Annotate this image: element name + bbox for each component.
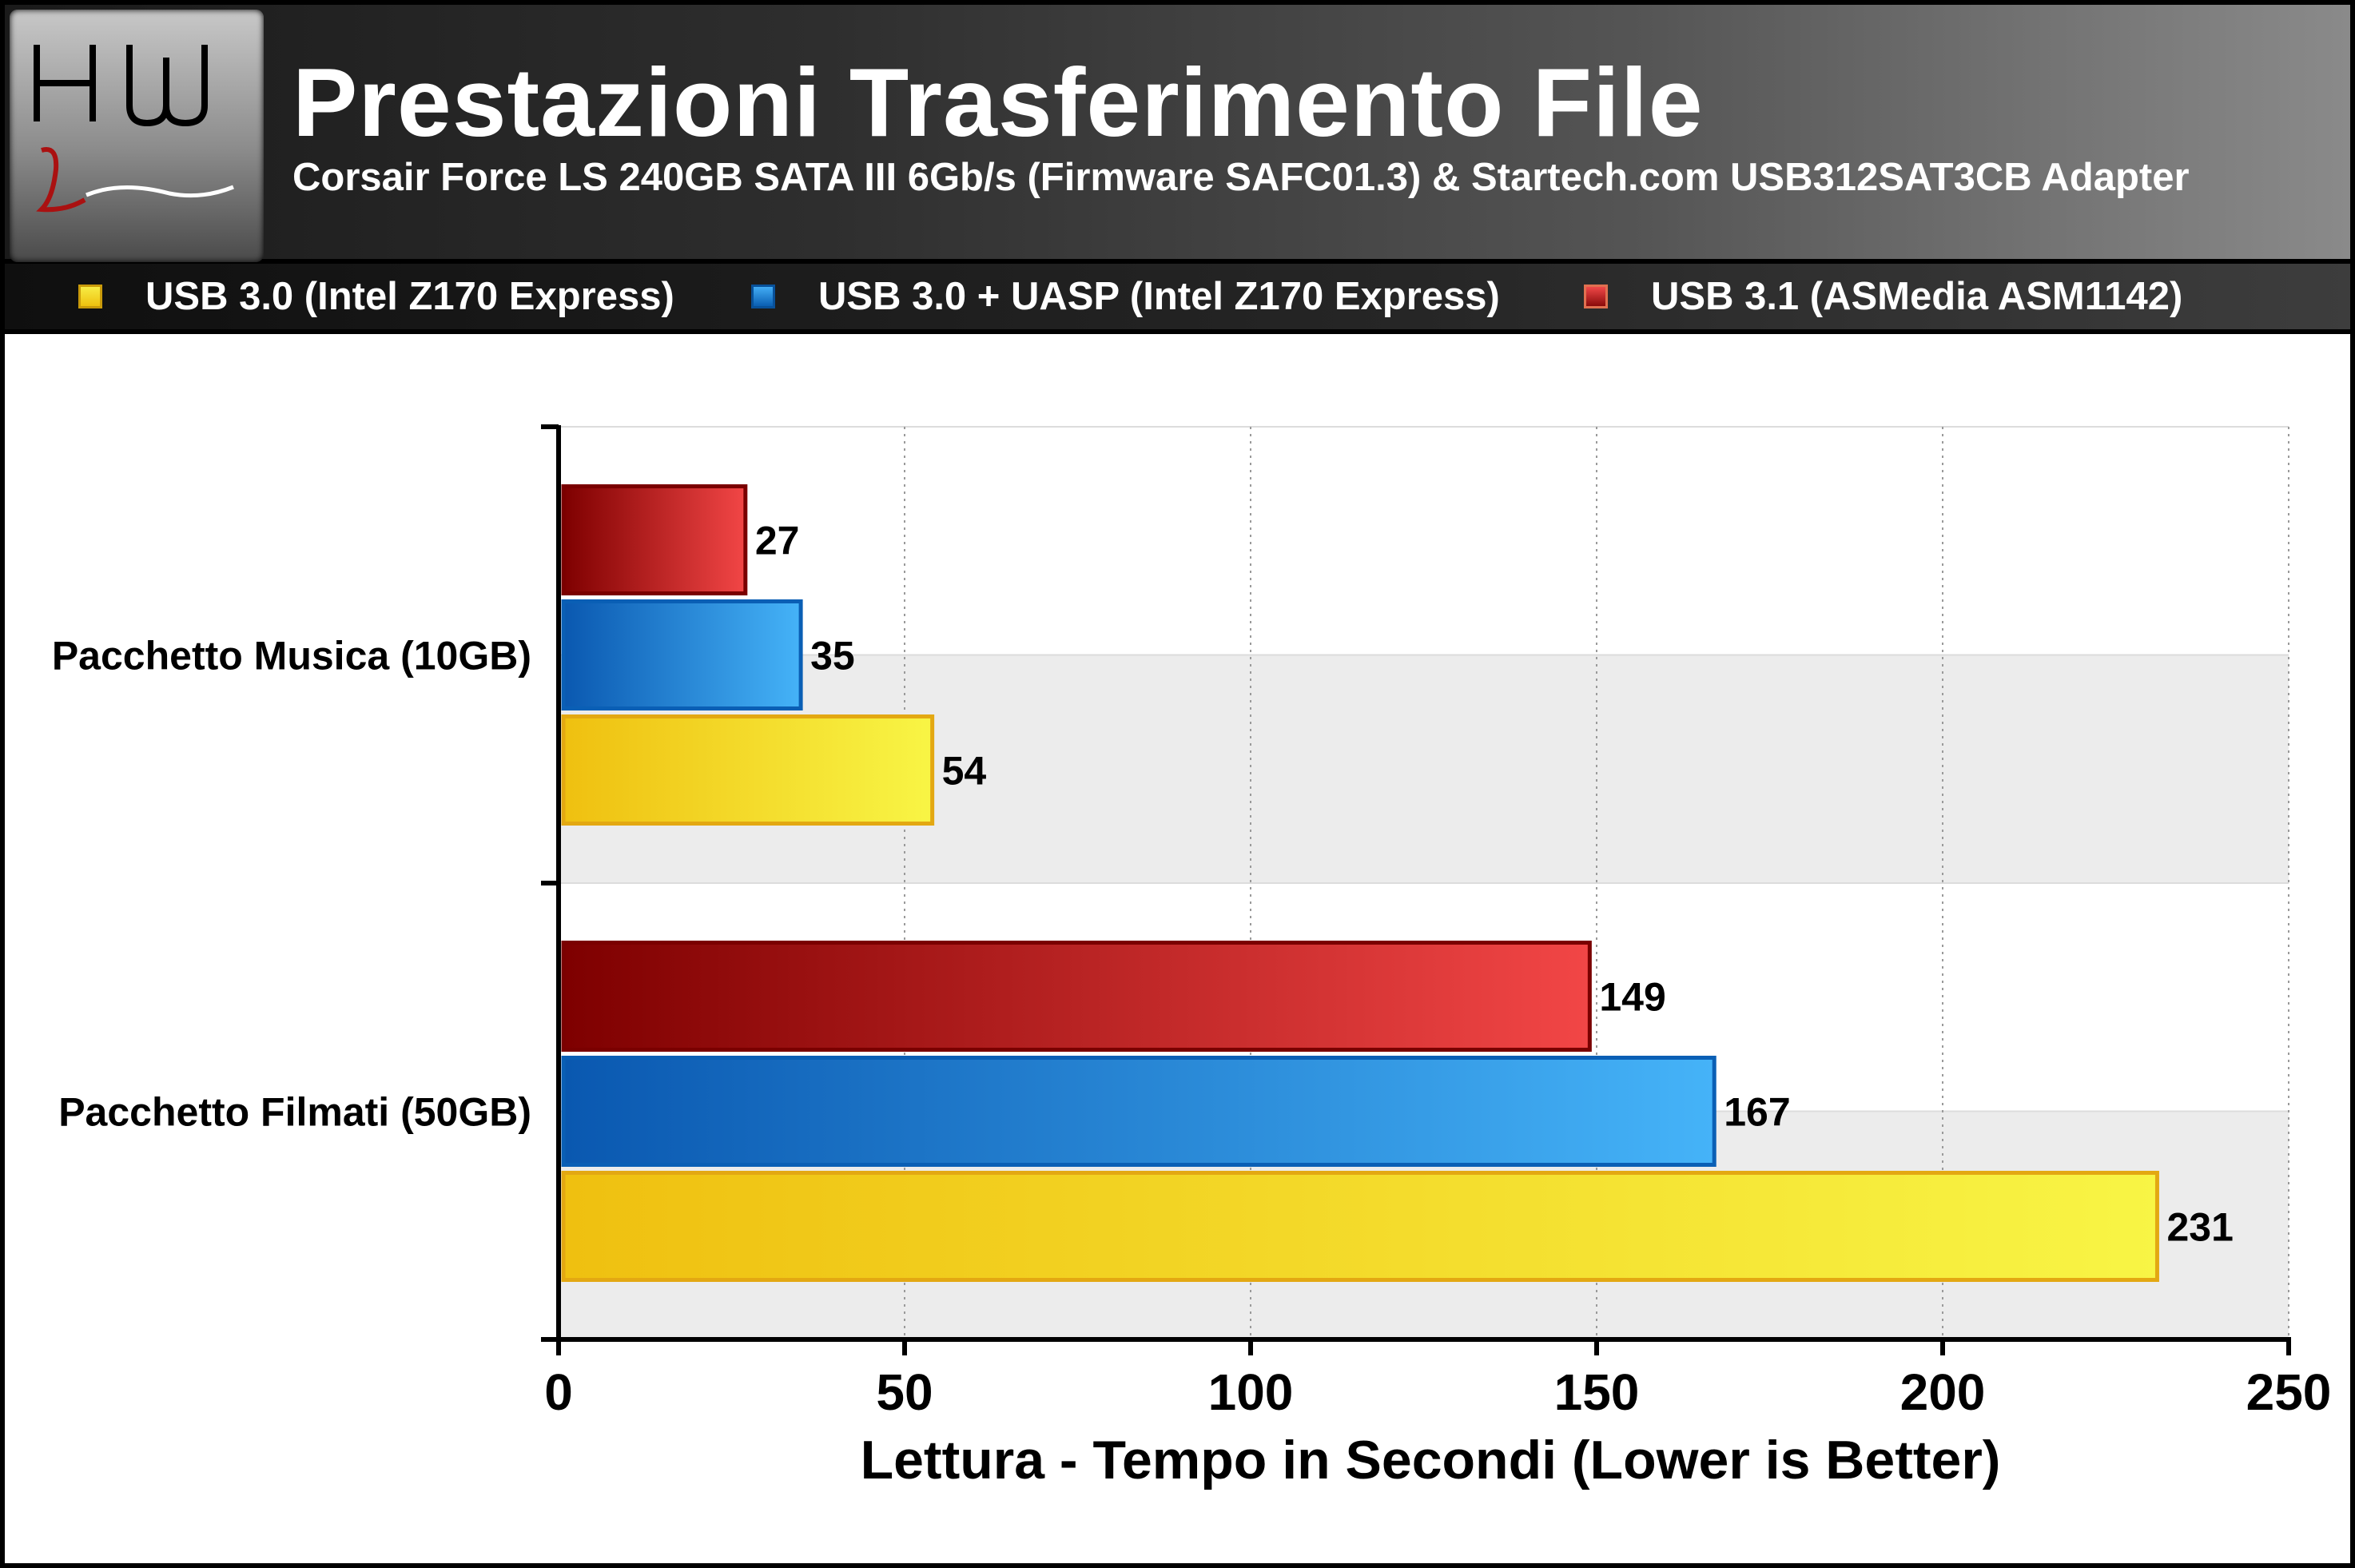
legend-item-usb30-uasp: USB 3.0 + UASP (Intel Z170 Express) (751, 275, 1500, 318)
legend-item-usb30: USB 3.0 (Intel Z170 Express) (78, 275, 674, 318)
chart-header: Prestazioni Trasferimento File Corsair F… (5, 5, 2350, 262)
category-label: Pacchetto Filmati (50GB) (58, 1090, 531, 1135)
x-tick-label: 50 (876, 1363, 933, 1421)
bar (561, 714, 935, 826)
x-tick-label: 100 (1208, 1363, 1294, 1421)
hw-legend-logo (10, 10, 264, 262)
bar-value-label: 54 (942, 749, 987, 794)
legend-item-usb31: USB 3.1 (ASMedia ASM1142) (1584, 275, 2182, 318)
legend-swatch-usb31 (1584, 285, 1608, 308)
legend-label-usb30-uasp: USB 3.0 + UASP (Intel Z170 Express) (818, 275, 1500, 318)
chart-title: Prestazioni Trasferimento File (292, 48, 1704, 157)
category-label: Pacchetto Musica (10GB) (52, 634, 531, 679)
legend-swatch-usb30-uasp (751, 285, 775, 308)
bar-value-label: 231 (2166, 1205, 2233, 1250)
bar-value-label: 149 (1599, 975, 1665, 1020)
bar (561, 1171, 2159, 1282)
chart-legend: USB 3.0 (Intel Z170 Express) USB 3.0 + U… (5, 264, 2350, 329)
bar (561, 599, 803, 710)
legend-label-usb30: USB 3.0 (Intel Z170 Express) (145, 275, 674, 318)
legend-swatch-usb30 (78, 285, 102, 308)
bar-value-label: 167 (1724, 1090, 1790, 1135)
bar (561, 1056, 1717, 1167)
bar-value-label: 27 (755, 519, 800, 563)
bar (561, 484, 748, 595)
x-tick-label: 150 (1554, 1363, 1640, 1421)
legend-label-usb31: USB 3.1 (ASMedia ASM1142) (1651, 275, 2183, 318)
x-tick-label: 200 (1900, 1363, 1986, 1421)
bar (561, 941, 1592, 1052)
x-axis-title: Lettura - Tempo in Secondi (Lower is Bet… (861, 1430, 2001, 1490)
x-tick-label: 0 (544, 1363, 573, 1421)
x-tick-label: 250 (2246, 1363, 2332, 1421)
bar-value-label: 35 (810, 634, 855, 679)
bar-chart: 0 50 100 150 200 250 27 35 54 Pacchetto Musica (1… (52, 424, 2332, 1490)
plot-area: 0 50 100 150 200 250 27 35 54 Pacchetto Musica (1… (5, 334, 2350, 1563)
chart-subtitle: Corsair Force LS 240GB SATA III 6Gb/s (F… (292, 156, 2190, 199)
